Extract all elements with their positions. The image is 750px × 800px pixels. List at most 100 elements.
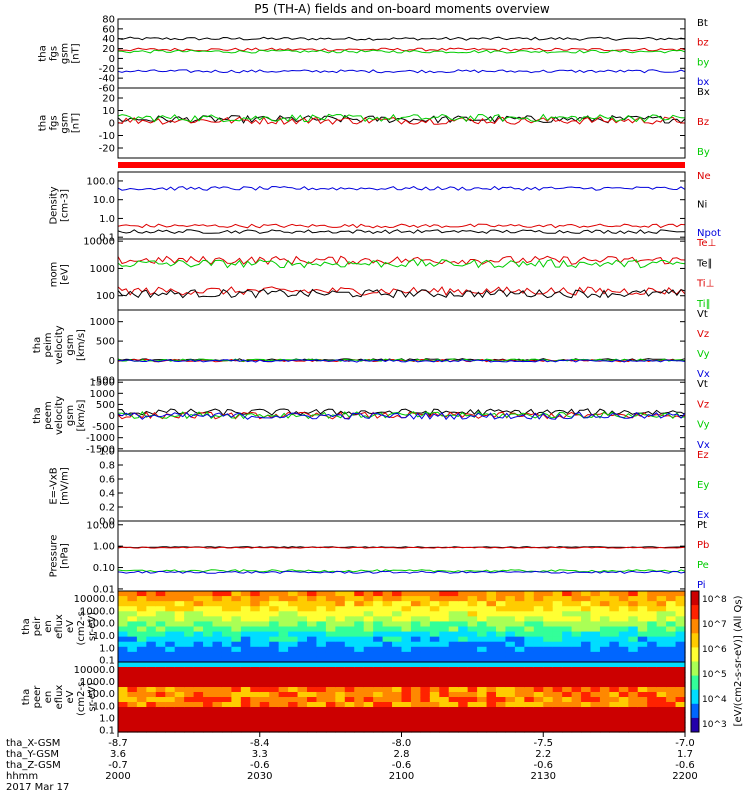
spectrogram-cell bbox=[562, 606, 573, 612]
spectrogram-cell bbox=[420, 702, 431, 708]
xaxis-value: 2100 bbox=[389, 771, 414, 782]
spectrogram-cell bbox=[203, 677, 214, 683]
spectrogram-cell bbox=[193, 611, 204, 617]
spectrogram-cell bbox=[420, 621, 431, 628]
spectrogram-cell bbox=[675, 707, 686, 713]
spectrogram-cell bbox=[316, 621, 327, 628]
spectrogram-cell bbox=[278, 651, 289, 658]
spectrogram-cell bbox=[401, 722, 412, 728]
spectrogram-cell bbox=[193, 717, 204, 723]
spectrogram-cell bbox=[581, 727, 592, 733]
spectrogram-cell bbox=[382, 621, 393, 628]
spectrogram-cell bbox=[212, 712, 223, 718]
spectrogram-cell bbox=[165, 682, 176, 688]
spectrogram-cell bbox=[467, 616, 478, 623]
spectrogram-cell bbox=[429, 651, 440, 658]
spectrogram-cell bbox=[146, 601, 157, 607]
spectrogram-cell bbox=[155, 596, 166, 602]
ytick-label: 20 bbox=[102, 44, 115, 55]
spectrogram-cell bbox=[316, 606, 327, 612]
spectrogram-cell bbox=[552, 702, 563, 708]
spectrogram-cell bbox=[647, 687, 658, 693]
spectrogram-cell bbox=[250, 591, 261, 597]
panel-frame bbox=[117, 171, 686, 240]
spectrogram-cell bbox=[675, 651, 686, 658]
spectrogram-cell bbox=[609, 702, 620, 708]
spectrogram-cell bbox=[278, 717, 289, 723]
spectrogram-cell bbox=[259, 606, 270, 612]
spectrogram-cell bbox=[448, 712, 459, 718]
spectrogram-cell bbox=[250, 667, 261, 673]
xaxis-value: 1.7 bbox=[677, 749, 693, 760]
spectrogram-cell bbox=[373, 682, 384, 688]
spectrogram-cell bbox=[666, 606, 677, 612]
spectrogram-cell bbox=[297, 722, 308, 728]
ytick-label: 1.0 bbox=[99, 214, 115, 225]
legend-bx: Bx bbox=[697, 87, 710, 98]
spectrogram-cell bbox=[136, 672, 147, 678]
legend-ti∥: Ti∥ bbox=[696, 299, 711, 310]
spectrogram-cell bbox=[618, 646, 629, 653]
spectrogram-cell bbox=[392, 651, 403, 658]
spectrogram-cell bbox=[599, 672, 610, 678]
spectrogram-cell bbox=[335, 697, 346, 703]
spectrogram-cell bbox=[656, 621, 667, 628]
spectrogram-cell bbox=[325, 626, 336, 633]
spectrogram-cell bbox=[514, 601, 525, 607]
legend-by: By bbox=[697, 147, 710, 158]
spectrogram-cell bbox=[439, 727, 450, 733]
spectrogram-cell bbox=[203, 692, 214, 698]
spectrogram-cell bbox=[335, 646, 346, 653]
spectrogram-cell bbox=[297, 717, 308, 723]
spectrogram-cell bbox=[212, 601, 223, 607]
spectrogram-cell bbox=[231, 727, 242, 733]
series-line-ti⊥ bbox=[117, 255, 686, 266]
spectrogram-cell bbox=[335, 687, 346, 693]
spectrogram-cell bbox=[278, 707, 289, 713]
spectrogram-cell bbox=[618, 596, 629, 602]
series-line-bz bbox=[117, 47, 686, 52]
spectrogram-cell bbox=[221, 601, 232, 607]
spectrogram-cell bbox=[448, 672, 459, 678]
spectrogram-cell bbox=[288, 646, 299, 653]
spectrogram-cell bbox=[429, 596, 440, 602]
spectrogram-cell bbox=[212, 677, 223, 683]
spectrogram-cell bbox=[590, 692, 601, 698]
spectrogram-cell bbox=[250, 712, 261, 718]
spectrogram-cell bbox=[288, 692, 299, 698]
ytick-label: 10000.0 bbox=[74, 665, 115, 676]
ytick-label: 0 bbox=[109, 411, 115, 422]
spectrogram-cell bbox=[203, 601, 214, 607]
spectrogram-cell bbox=[136, 591, 147, 597]
spectrogram-cell bbox=[467, 702, 478, 708]
spectrogram-cell bbox=[240, 631, 251, 638]
spectrogram-cell bbox=[118, 702, 129, 708]
spectrogram-cell bbox=[628, 672, 639, 678]
spectrogram-cell bbox=[628, 707, 639, 713]
spectrogram-cell bbox=[335, 606, 346, 612]
spectrogram-cell bbox=[325, 616, 336, 623]
spectrogram-cell bbox=[599, 601, 610, 607]
spectrogram-cell bbox=[127, 646, 138, 653]
colorbar-segment bbox=[691, 647, 699, 662]
spectrogram-cell bbox=[146, 616, 157, 623]
spectrogram-cell bbox=[325, 641, 336, 648]
spectrogram-cell bbox=[647, 667, 658, 673]
spectrogram-cell bbox=[278, 722, 289, 728]
spectrogram-cell bbox=[259, 662, 270, 668]
xaxis-value: 2030 bbox=[247, 771, 272, 782]
spectrogram-cell bbox=[278, 697, 289, 703]
spectrogram-cell bbox=[136, 682, 147, 688]
spectrogram-cell bbox=[458, 722, 469, 728]
spectrogram-cell bbox=[269, 601, 280, 607]
legend-npot: Npot bbox=[697, 228, 721, 239]
spectrogram-cell bbox=[486, 687, 497, 693]
spectrogram-cell bbox=[552, 692, 563, 698]
spectrogram-cell bbox=[581, 596, 592, 602]
spectrogram-cell bbox=[146, 641, 157, 648]
spectrogram-cell bbox=[212, 687, 223, 693]
spectrogram-cell bbox=[401, 712, 412, 718]
spectrogram-cell bbox=[165, 601, 176, 607]
spectrogram-cell bbox=[675, 601, 686, 607]
spectrogram-cell bbox=[448, 722, 459, 728]
